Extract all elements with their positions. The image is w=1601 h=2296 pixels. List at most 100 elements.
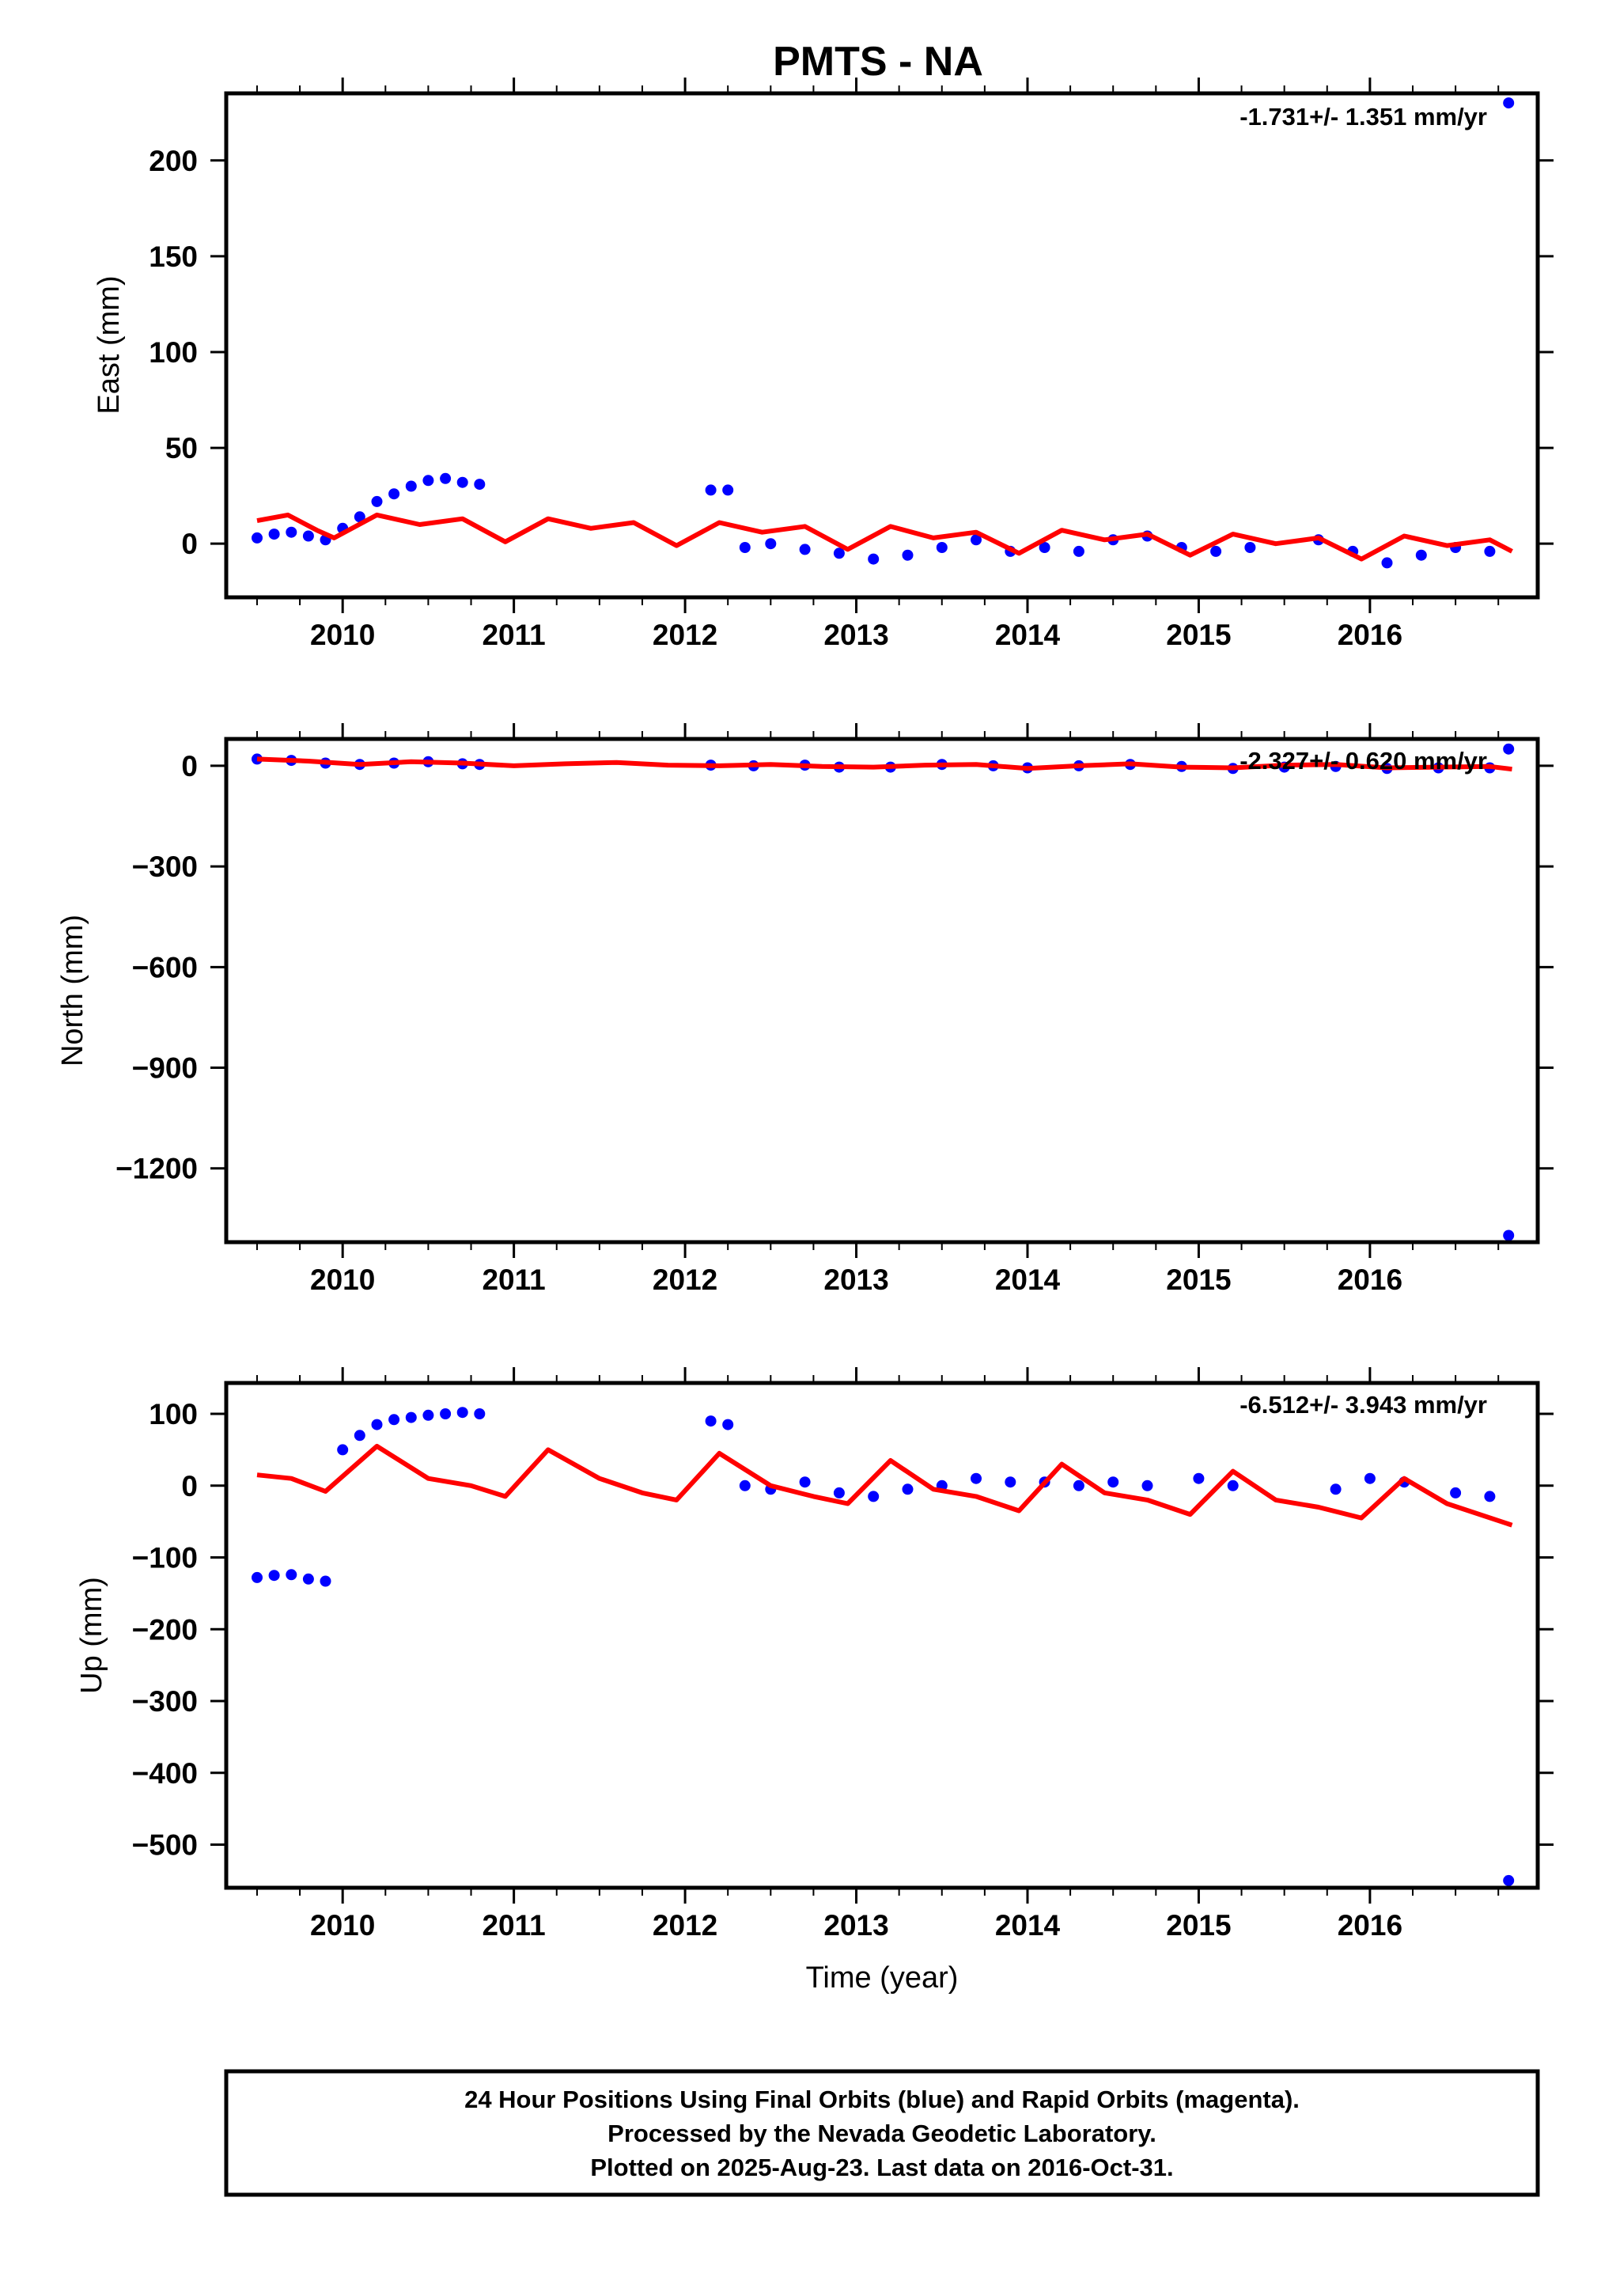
- north-data-point: [1503, 1229, 1515, 1241]
- y-axis-label: East (mm): [93, 275, 126, 414]
- footer-line-3: Plotted on 2025-Aug-23. Last data on 201…: [590, 2154, 1173, 2181]
- east-data-point: [868, 553, 880, 565]
- up-data-point: [868, 1491, 880, 1502]
- north-x-tick-label: 2013: [823, 1264, 888, 1296]
- up-rate-label: -6.512+/- 3.943 mm/yr: [1240, 1391, 1487, 1419]
- east-data-point: [1484, 545, 1496, 557]
- footer-line-1: 24 Hour Positions Using Final Orbits (bl…: [464, 2086, 1300, 2113]
- east-data-point: [1381, 557, 1393, 569]
- north-y-tick-label: 0: [181, 750, 198, 782]
- up-data-point: [1484, 1491, 1496, 1502]
- up-y-tick-label: −500: [132, 1829, 198, 1862]
- north-y-tick-label: −1200: [115, 1153, 198, 1185]
- north-model-line: [256, 756, 1512, 772]
- panel-frame: [224, 91, 1540, 600]
- east-data-point: [799, 544, 811, 555]
- up-data-point: [1503, 1874, 1515, 1886]
- up-data-point: [337, 1444, 349, 1456]
- east-marks: [252, 97, 1515, 569]
- y-axis-label: North (mm): [56, 915, 89, 1067]
- up-data-point: [302, 1573, 314, 1585]
- north-x-tick-label: 2011: [482, 1264, 545, 1296]
- up-x-tick-label: 2011: [482, 1909, 545, 1942]
- east-data-point: [474, 479, 486, 491]
- up-y-tick-label: 0: [181, 1470, 198, 1502]
- east-data-point: [765, 538, 777, 550]
- east-x-tick-label: 2015: [1166, 619, 1231, 651]
- up-data-point: [739, 1480, 751, 1491]
- up-x-tick-label: 2010: [310, 1909, 375, 1942]
- north-x-tick-label: 2014: [995, 1264, 1061, 1296]
- up-data-point: [286, 1569, 297, 1581]
- up-data-point: [1107, 1476, 1119, 1488]
- east-data-point: [971, 534, 982, 546]
- east-axes: 2010 2011 2012 2013 2014 2015 2016 0 50 100 150 200: [149, 78, 1554, 651]
- east-data-point: [722, 484, 734, 496]
- east-data-point: [705, 484, 717, 496]
- y-axis-label: Up (mm): [75, 1577, 108, 1694]
- east-x-tick-label: 2012: [653, 619, 717, 651]
- east-data-point: [1503, 97, 1515, 109]
- east-x-tick-label: 2013: [823, 619, 888, 651]
- east-y-tick-label: 50: [165, 432, 198, 464]
- east-data-point: [268, 529, 280, 540]
- panel-up: 2010 2011 2012 2013 2014 2015 2016 100 0 −100 −200…: [75, 1367, 1554, 1942]
- east-x-tick-label: 2011: [482, 619, 545, 651]
- up-data-point: [705, 1415, 717, 1427]
- north-rate-label: -2.327+/- 0.620 mm/yr: [1240, 747, 1487, 775]
- panel-east: 2010 2011 2012 2013 2014 2015 2016 0 50 100 150 200…: [93, 78, 1554, 651]
- up-data-point: [456, 1407, 468, 1419]
- panel-frame: [224, 1381, 1540, 1890]
- up-data-point: [388, 1414, 400, 1426]
- east-x-tick-label: 2010: [310, 619, 375, 651]
- up-y-tick-label: −300: [132, 1685, 198, 1718]
- east-data-point: [936, 542, 948, 553]
- up-model-line: [256, 1443, 1513, 1528]
- east-y-tick-label: 200: [149, 145, 198, 177]
- east-data-point: [440, 472, 452, 484]
- up-x-tick-label: 2015: [1166, 1909, 1231, 1942]
- up-data-point: [252, 1571, 263, 1583]
- up-data-point: [799, 1476, 811, 1488]
- up-y-tick-label: 100: [149, 1398, 198, 1430]
- east-data-point: [739, 542, 751, 553]
- up-marks: [252, 1407, 1515, 1886]
- east-data-point: [354, 511, 365, 523]
- up-data-point: [1193, 1472, 1205, 1484]
- chart-title: PMTS - NA: [773, 39, 983, 85]
- footer-frame: [224, 2069, 1540, 2197]
- up-data-point: [1450, 1487, 1462, 1498]
- east-data-point: [1039, 542, 1050, 553]
- up-x-tick-label: 2013: [823, 1909, 888, 1942]
- east-data-point: [1244, 542, 1256, 553]
- up-data-point: [1227, 1480, 1239, 1491]
- north-y-tick-label: −300: [132, 851, 198, 883]
- up-y-tick-label: −100: [132, 1542, 198, 1574]
- up-data-point: [422, 1409, 434, 1421]
- east-data-point: [1210, 545, 1222, 557]
- east-data-point: [286, 526, 297, 538]
- east-data-point: [1073, 545, 1084, 557]
- up-data-point: [474, 1408, 486, 1419]
- up-axes: 2010 2011 2012 2013 2014 2015 2016 100 0 −100 −200…: [132, 1367, 1554, 1942]
- up-y-tick-label: −400: [132, 1757, 198, 1790]
- east-model-line: [256, 512, 1513, 562]
- up-data-point: [1141, 1480, 1153, 1491]
- east-data-point: [833, 547, 845, 559]
- up-data-point: [354, 1430, 365, 1442]
- panel-frame: [224, 737, 1540, 1245]
- up-x-tick-label: 2012: [653, 1909, 717, 1942]
- north-x-tick-label: 2010: [310, 1264, 375, 1296]
- panel-north: 2010 2011 2012 2013 2014 2015 2016 0 −300 −600 −90…: [56, 723, 1554, 1296]
- north-x-tick-label: 2012: [653, 1264, 717, 1296]
- up-data-point: [320, 1575, 331, 1587]
- up-data-point: [902, 1483, 914, 1495]
- up-data-point: [1364, 1472, 1376, 1484]
- east-data-point: [456, 476, 468, 488]
- east-data-point: [302, 530, 314, 542]
- up-data-point: [971, 1472, 982, 1484]
- east-y-tick-label: 100: [149, 336, 198, 369]
- up-data-point: [405, 1411, 417, 1423]
- east-x-tick-label: 2016: [1338, 619, 1402, 651]
